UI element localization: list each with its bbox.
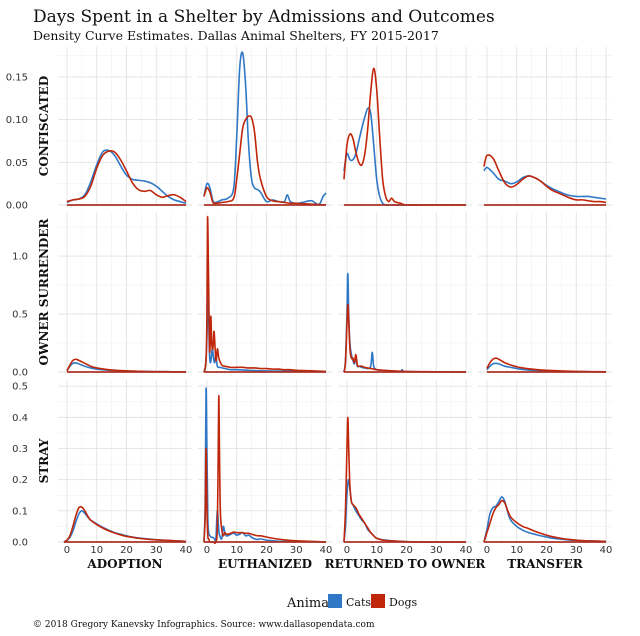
series-line-dogs [203, 216, 327, 373]
x-tick-label: 40 [600, 545, 613, 556]
x-tick-label: 10 [90, 545, 103, 556]
x-tick-label: 10 [370, 545, 383, 556]
y-tick-label: 0.4 [12, 413, 28, 424]
series-line-dogs [343, 67, 467, 206]
panel-confiscated-adoption [58, 47, 192, 206]
legend-label-dogs: Dogs [389, 596, 417, 609]
x-tick-label: 20 [120, 545, 133, 556]
x-tick-label: 0 [344, 545, 350, 556]
y-tick-label: 0.0 [12, 538, 28, 549]
row-label-confiscated: CONFISCATED [37, 76, 51, 176]
x-tick-label: 0 [484, 545, 490, 556]
y-tick-label: 0.15 [6, 72, 28, 83]
x-tick-label: 40 [460, 545, 473, 556]
legend-label-cats: Cats [346, 596, 371, 609]
x-tick-label: 10 [510, 545, 523, 556]
x-tick-label: 30 [150, 545, 163, 556]
series-line-dogs [66, 150, 187, 203]
panel-stray-adoption [58, 380, 192, 543]
chart-title: Days Spent in a Shelter by Admissions an… [33, 7, 495, 27]
y-tick-label: 0.05 [6, 158, 28, 169]
chart-subtitle: Density Curve Estimates. Dallas Animal S… [33, 28, 439, 43]
x-tick-label: 30 [570, 545, 583, 556]
series-line-cats [343, 272, 467, 373]
series-line-dogs [483, 154, 607, 204]
x-tick-label: 20 [400, 545, 413, 556]
y-tick-label: 1.0 [12, 252, 28, 263]
column-label-euthanized: EUTHANIZED [218, 557, 312, 571]
x-tick-label: 20 [260, 545, 273, 556]
series-line-dogs [343, 303, 467, 373]
x-tick-label: 10 [230, 545, 243, 556]
series-line-cats [483, 166, 607, 200]
y-tick-label: 0.10 [6, 115, 28, 126]
x-tick-label: 30 [290, 545, 303, 556]
panel-owner-surrender-transfer [478, 212, 612, 373]
column-label-transfer: TRANSFER [507, 557, 584, 571]
panel-stray-euthanized [198, 380, 332, 544]
series-line-cats [203, 284, 327, 373]
panel-confiscated-transfer [478, 47, 612, 206]
legend: Animal Cats Dogs [286, 594, 417, 611]
series-line-cats [203, 387, 327, 543]
series-line-cats [203, 51, 327, 206]
legend-key-cats [328, 594, 342, 608]
x-tick-label: 30 [430, 545, 443, 556]
panel-owner-surrender-adoption [58, 212, 192, 373]
panel-confiscated-euthanized [198, 47, 332, 206]
y-tick-label: 0.5 [12, 310, 28, 321]
series-line-dogs [486, 357, 607, 373]
column-label-returned-to-owner: RETURNED TO OWNER [325, 557, 487, 571]
series-line-dogs [483, 499, 607, 543]
row-label-stray: STRAY [37, 438, 51, 483]
panel-confiscated-returned-to-owner [338, 47, 472, 206]
panel-owner-surrender-returned-to-owner [338, 212, 472, 373]
series-line-cats [343, 107, 467, 206]
panel-stray-returned-to-owner [338, 380, 472, 543]
x-tick-label: 20 [540, 545, 553, 556]
legend-title: Animal [286, 596, 333, 611]
y-tick-label: 0.3 [12, 444, 28, 455]
series-line-cats [66, 149, 187, 205]
series-line-dogs [63, 505, 187, 543]
x-tick-label: 40 [320, 545, 333, 556]
chart-caption: © 2018 Gregory Kanevsky Infographics. So… [33, 620, 375, 630]
y-tick-label: 0.2 [12, 475, 28, 486]
panel-owner-surrender-euthanized [198, 212, 332, 373]
y-tick-label: 0.5 [12, 382, 28, 393]
panel-stray-transfer [478, 380, 612, 543]
legend-key-dogs [371, 594, 385, 608]
x-tick-label: 40 [180, 545, 193, 556]
y-tick-label: 0.1 [12, 506, 28, 517]
row-label-owner-surrender: OWNER SURRENDER [37, 218, 51, 366]
column-label-adoption: ADOPTION [86, 557, 162, 571]
y-tick-label: 0.0 [12, 368, 28, 379]
y-tick-label: 0.00 [6, 201, 28, 212]
x-tick-label: 0 [64, 545, 70, 556]
series-line-dogs [203, 115, 327, 206]
x-tick-label: 0 [204, 545, 210, 556]
